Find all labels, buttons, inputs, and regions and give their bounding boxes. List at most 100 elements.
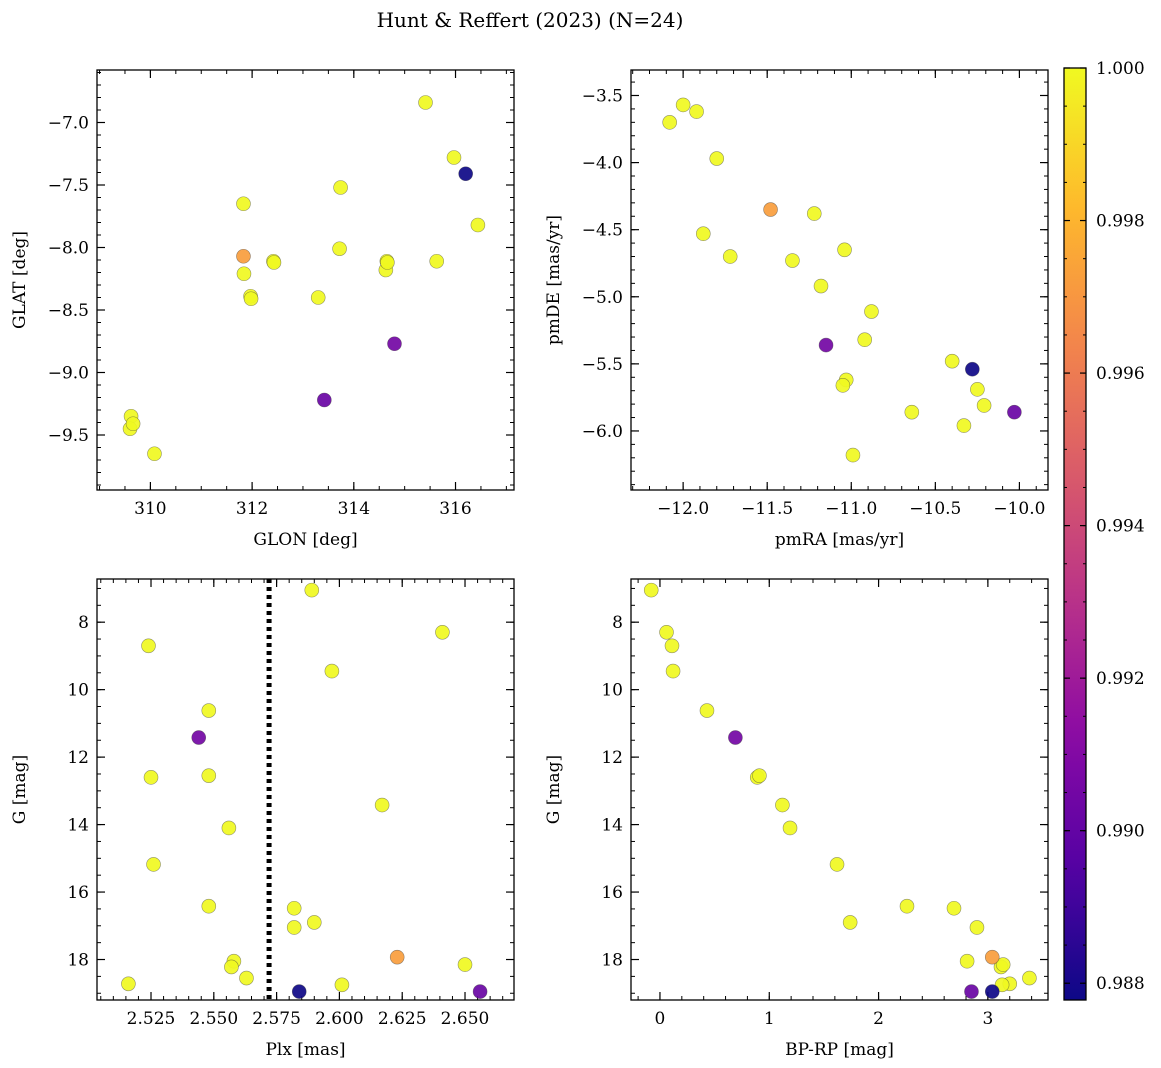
- y-tick-label: 14: [601, 816, 623, 836]
- colorbar-tick-label: 0.998: [1096, 212, 1145, 232]
- data-point: [236, 196, 251, 212]
- data-point: [429, 253, 445, 269]
- y-tick-label: −5.0: [582, 288, 623, 308]
- axes-frame: [96, 578, 515, 1001]
- data-point: [141, 638, 156, 654]
- y-tick-label: −9.5: [48, 426, 89, 446]
- colorbar: 0.988 0.990 0.992 0.994 0.996 0.998 1.000: [1063, 59, 1145, 1001]
- data-point: [125, 416, 141, 432]
- y-axis-label: G [mag]: [10, 755, 30, 824]
- colorbar-frame: [1063, 67, 1087, 1001]
- y-axis-label: pmDE [mas/yr]: [544, 215, 564, 345]
- x-tick-label: −11.0: [825, 499, 877, 519]
- axes-frame: [630, 69, 1049, 491]
- data-point: [956, 418, 972, 433]
- data-point: [291, 984, 307, 999]
- colorbar-tick-label: 0.994: [1096, 517, 1145, 537]
- x-axis-label: Plx [mas]: [265, 1040, 345, 1060]
- y-tick-label: 18: [67, 951, 89, 971]
- data-point: [709, 151, 725, 166]
- colorbar-tick-label: 0.996: [1096, 364, 1145, 384]
- panel-plx-g: 2.525 2.550 2.575 2.600 2.625 2.650 8 10 12 14 16 1…: [10, 578, 515, 1060]
- colorbar-tick-label: 0.992: [1096, 669, 1145, 689]
- data-point: [904, 404, 920, 420]
- data-point: [236, 266, 252, 282]
- y-tick-label: 18: [601, 951, 623, 971]
- data-point: [842, 915, 858, 930]
- data-point: [324, 663, 340, 679]
- panel-pmra-pmde: −12.0 −11.5 −11.0 −10.5 −10.0 −6.0 −5.5 −5.0 −4.…: [544, 69, 1049, 550]
- data-point: [146, 857, 161, 872]
- data-point: [728, 730, 743, 745]
- data-point: [995, 957, 1011, 972]
- data-point: [835, 378, 851, 393]
- data-point: [970, 382, 985, 397]
- data-point: [965, 361, 980, 377]
- y-tick-label: −6.0: [582, 422, 623, 442]
- data-point: [845, 447, 861, 463]
- x-tick-label: 316: [439, 499, 471, 519]
- data-point: [304, 582, 320, 598]
- data-point: [143, 770, 159, 785]
- colorbar-gradient-bar: [1064, 68, 1086, 1000]
- data-point: [785, 253, 800, 268]
- colorbar-tick-label: 0.988: [1096, 974, 1145, 994]
- data-point: [470, 217, 486, 233]
- x-tick-label: 2.525: [127, 1009, 176, 1029]
- data-point: [201, 898, 217, 914]
- y-tick-label: −8.5: [48, 301, 89, 321]
- x-tick-label: 2: [873, 1009, 884, 1029]
- x-axis-label: BP-RP [mag]: [785, 1040, 894, 1060]
- y-tick-label: 8: [78, 613, 89, 633]
- data-point: [969, 920, 985, 935]
- x-tick-label: 2.550: [189, 1009, 238, 1029]
- x-tick-label: 310: [134, 499, 166, 519]
- x-tick-label: 3: [982, 1009, 993, 1029]
- data-point: [446, 150, 462, 165]
- x-tick-label: 2.600: [315, 1009, 364, 1029]
- data-point: [435, 624, 450, 640]
- y-tick-label: 10: [67, 681, 89, 701]
- x-tick-label: 314: [338, 499, 370, 519]
- x-tick-label: 2.575: [252, 1009, 301, 1029]
- x-tick-label: 312: [236, 499, 268, 519]
- y-axis-label: GLAT [deg]: [10, 231, 30, 329]
- data-point: [782, 820, 798, 836]
- y-tick-label: −8.0: [48, 239, 89, 259]
- data-point: [1007, 404, 1022, 420]
- data-point: [389, 949, 405, 965]
- data-point: [147, 446, 162, 462]
- data-point: [944, 353, 960, 369]
- data-point: [236, 248, 251, 264]
- data-point: [458, 166, 473, 182]
- data-point: [699, 703, 715, 718]
- x-tick-label: 2.650: [441, 1009, 490, 1029]
- y-tick-label: −5.5: [582, 355, 623, 375]
- data-point: [239, 970, 254, 986]
- x-tick-label: −10.5: [909, 499, 961, 519]
- data-point: [333, 180, 348, 195]
- data-point: [696, 226, 711, 242]
- y-tick-label: −3.5: [582, 86, 623, 106]
- data-point: [829, 857, 845, 872]
- data-point: [334, 977, 350, 993]
- data-point: [976, 398, 992, 413]
- data-point: [418, 95, 433, 110]
- data-point: [121, 976, 136, 992]
- data-point: [675, 97, 691, 113]
- data-point: [191, 730, 207, 745]
- x-axis-label: GLON [deg]: [253, 530, 357, 550]
- y-tick-label: 12: [67, 748, 89, 768]
- data-point: [380, 255, 395, 270]
- data-point: [964, 984, 979, 999]
- axes-frame: [96, 69, 515, 491]
- data-point: [243, 291, 259, 307]
- data-point: [984, 949, 1000, 965]
- data-point: [813, 278, 829, 294]
- data-point: [763, 202, 778, 217]
- data-point: [837, 242, 852, 258]
- data-point: [775, 797, 790, 813]
- x-axis-label: pmRA [mas/yr]: [775, 530, 904, 550]
- axes-frame: [630, 578, 1049, 1001]
- panels-layer: 310 312 314 316−9.5−9.0−8.5−8.0−7.5−7.0GLON…: [10, 69, 1049, 1060]
